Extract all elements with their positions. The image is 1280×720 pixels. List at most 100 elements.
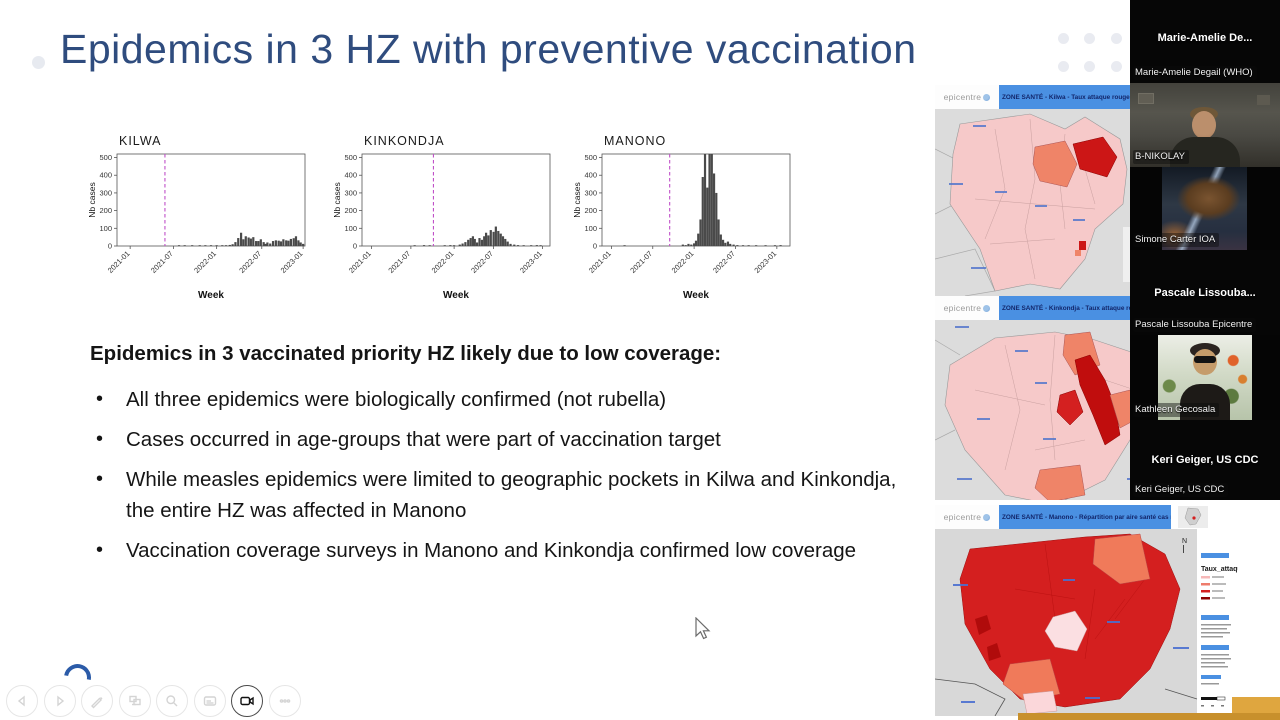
slide-body-text: Epidemics in 3 vaccinated priority HZ li… — [90, 342, 910, 575]
slide-sorter-button[interactable] — [118, 685, 151, 717]
participant-label: Simone Carter IOA — [1133, 233, 1220, 247]
participant-video — [1130, 83, 1280, 167]
map-title: ZONE SANTÉ - Manono - Répartition par ai… — [999, 505, 1171, 529]
svg-text:400: 400 — [344, 171, 357, 180]
epi-curve-kinkondja: KINKONDJA 0 100 200 300 400 500 2021-01 2021-07 2… — [330, 128, 575, 313]
participant-label: Pascale Lissouba Epicentre — [1133, 318, 1257, 332]
decorative-dot-grid — [1050, 25, 1130, 80]
epicentre-logo: epicentre — [935, 296, 999, 320]
next-slide-icon — [56, 695, 64, 707]
svg-text:300: 300 — [584, 188, 597, 197]
svg-text:2022-07: 2022-07 — [237, 249, 263, 275]
svg-text:2021-01: 2021-01 — [347, 249, 373, 275]
svg-text:400: 400 — [584, 171, 597, 180]
svg-text:N: N — [1182, 538, 1187, 545]
camera-button[interactable] — [231, 685, 263, 717]
participant-tile-marie-amelie[interactable]: Marie-Amelie De... Marie-Amelie Degail (… — [1130, 0, 1280, 83]
kilwa-choropleth-map — [935, 109, 1160, 296]
svg-text:100: 100 — [584, 224, 597, 233]
presenter-toolbar — [6, 685, 301, 717]
svg-text:2022-01: 2022-01 — [430, 249, 456, 275]
body-heading: Epidemics in 3 vaccinated priority HZ li… — [90, 342, 722, 365]
participant-name-overlay: Keri Geiger, US CDC — [1151, 454, 1259, 466]
previous-slide-icon — [17, 695, 25, 707]
svg-text:2022-01: 2022-01 — [192, 249, 218, 275]
globe-icon — [983, 513, 991, 521]
svg-text:500: 500 — [344, 153, 357, 162]
africa-inset-map — [1171, 505, 1215, 529]
svg-text:KINKONDJA: KINKONDJA — [364, 134, 445, 148]
participant-tile-pascale-lissouba[interactable]: Pascale Lissouba... Pascale Lissouba Epi… — [1130, 250, 1280, 335]
svg-text:200: 200 — [344, 206, 357, 215]
participant-tile-kathleen-gecosala[interactable]: Kathleen Gecosala — [1130, 335, 1280, 420]
bullet-item: Cases occurred in age-groups that were p… — [90, 424, 910, 455]
svg-text:2023-01: 2023-01 — [279, 249, 305, 275]
bullet-item: All three epidemics were biologically co… — [90, 384, 910, 415]
map-header: epicentre ZONE SANTÉ - Kilwa - Taux atta… — [935, 85, 1160, 109]
participant-name-overlay: Pascale Lissouba... — [1154, 287, 1256, 299]
svg-text:100: 100 — [99, 224, 112, 233]
more-options-icon — [279, 699, 290, 703]
next-slide-button[interactable] — [43, 685, 76, 717]
participant-photo — [1158, 335, 1252, 420]
svg-text:300: 300 — [99, 188, 112, 197]
svg-text:500: 500 — [584, 153, 597, 162]
participant-photo — [1162, 167, 1247, 250]
mouse-cursor — [695, 617, 711, 640]
svg-text:KILWA: KILWA — [119, 134, 162, 148]
svg-text:500: 500 — [99, 153, 112, 162]
svg-text:2022-07: 2022-07 — [711, 249, 737, 275]
svg-text:0: 0 — [108, 242, 112, 251]
epi-curve-kilwa: KILWA 0 100 200 300 400 500 2021-01 2021-07 2022-… — [85, 128, 330, 313]
svg-text:2023-01: 2023-01 — [518, 249, 544, 275]
captions-icon — [203, 696, 216, 706]
more-options-button[interactable] — [268, 685, 301, 717]
epicentre-logo: epicentre — [935, 505, 999, 529]
participant-tile-simone-carter[interactable]: Simone Carter IOA — [1130, 167, 1280, 250]
camera-icon — [240, 696, 254, 706]
globe-icon — [983, 93, 991, 101]
svg-text:Week: Week — [683, 290, 709, 301]
globe-icon — [983, 304, 991, 312]
svg-text:2021-07: 2021-07 — [628, 249, 654, 275]
map-header: epicentre ZONE SANTÉ - Manono - Répartit… — [935, 505, 1238, 529]
svg-text:2021-01: 2021-01 — [587, 249, 613, 275]
captions-button[interactable] — [193, 685, 226, 717]
zoom-slide-button[interactable] — [156, 685, 188, 717]
kinkondja-choropleth-map — [935, 320, 1160, 500]
epi-curve-manono: MANONO 0 100 200 300 400 500 2021-01 2021-07 2022… — [570, 128, 815, 313]
svg-text:100: 100 — [344, 224, 357, 233]
participant-label: Keri Geiger, US CDC — [1133, 483, 1229, 497]
svg-text:400: 400 — [99, 171, 112, 180]
slide-sorter-icon — [128, 695, 141, 706]
svg-text:0: 0 — [353, 242, 357, 251]
pen-annotate-button[interactable] — [81, 685, 113, 717]
background-window-gold-strip — [1018, 713, 1280, 720]
participant-label: B-NIKOLAY — [1133, 150, 1189, 164]
slide-title: Epidemics in 3 HZ with preventive vaccin… — [60, 26, 917, 72]
svg-text:Week: Week — [198, 290, 224, 301]
svg-text:200: 200 — [99, 206, 112, 215]
pen-icon — [91, 697, 103, 709]
svg-text:0: 0 — [593, 242, 597, 251]
epicentre-logo: epicentre — [935, 85, 999, 109]
svg-text:300: 300 — [344, 188, 357, 197]
map-card-manono: epicentre ZONE SANTÉ - Manono - Répartit… — [935, 505, 1238, 716]
svg-text:2022-07: 2022-07 — [469, 249, 495, 275]
decorative-dot — [32, 56, 45, 69]
svg-text:Nb cases: Nb cases — [87, 182, 97, 217]
participants-sidebar: Marie-Amelie De... Marie-Amelie Degail (… — [1130, 0, 1280, 500]
svg-text:2023-01: 2023-01 — [752, 249, 778, 275]
svg-text:2021-01: 2021-01 — [106, 249, 132, 275]
map-card-kilwa: epicentre ZONE SANTÉ - Kilwa - Taux atta… — [935, 85, 1160, 296]
svg-text:2022-01: 2022-01 — [670, 249, 696, 275]
participant-tile-keri-geiger[interactable]: Keri Geiger, US CDC Keri Geiger, US CDC — [1130, 420, 1280, 500]
previous-slide-button[interactable] — [6, 685, 38, 717]
participant-tile-b-nikolay[interactable]: B-NIKOLAY — [1130, 83, 1280, 167]
bullet-item: While measles epidemics were limited to … — [90, 464, 910, 526]
svg-text:200: 200 — [584, 206, 597, 215]
legend-title: Taux_attaque — [1201, 566, 1238, 573]
svg-text:Nb cases: Nb cases — [572, 182, 582, 217]
bullet-list: All three epidemics were biologically co… — [90, 384, 910, 566]
